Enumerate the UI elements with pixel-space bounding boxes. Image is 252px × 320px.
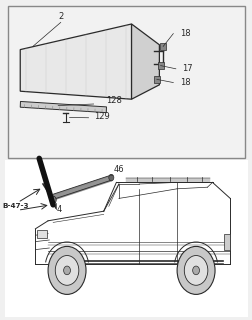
Text: 2: 2 <box>58 12 63 21</box>
Text: 18: 18 <box>179 29 190 38</box>
Text: 17: 17 <box>181 64 192 73</box>
Text: B-47-3: B-47-3 <box>3 204 29 209</box>
Circle shape <box>50 196 56 204</box>
Bar <box>37 230 47 238</box>
Text: 129: 129 <box>93 112 109 121</box>
Circle shape <box>48 246 86 294</box>
Bar <box>157 62 163 69</box>
Circle shape <box>176 246 214 294</box>
Bar <box>160 43 166 50</box>
Circle shape <box>64 266 70 275</box>
Text: 4: 4 <box>57 205 62 214</box>
Text: 128: 128 <box>106 96 122 105</box>
Bar <box>5 160 247 317</box>
Text: 46: 46 <box>113 165 124 174</box>
Circle shape <box>55 255 79 285</box>
Bar <box>223 234 229 250</box>
Text: 18: 18 <box>179 78 190 87</box>
Polygon shape <box>20 24 131 99</box>
Circle shape <box>192 266 199 275</box>
Polygon shape <box>20 101 106 113</box>
Circle shape <box>183 255 207 285</box>
Circle shape <box>108 174 113 181</box>
Bar <box>153 76 159 83</box>
Bar <box>8 6 244 158</box>
Polygon shape <box>131 24 159 99</box>
